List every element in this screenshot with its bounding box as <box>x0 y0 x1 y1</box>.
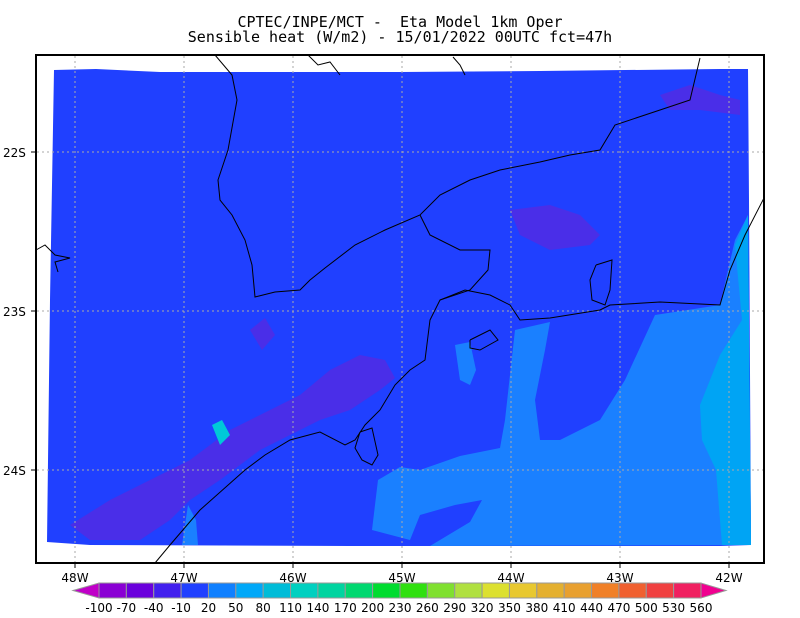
colorbar-level-label: 260 <box>416 601 439 615</box>
colorbar-level-label: 470 <box>607 601 630 615</box>
island <box>354 427 379 466</box>
colorbar-swatch <box>618 582 647 599</box>
colorbar-level-label: 110 <box>279 601 302 615</box>
field-low-patch <box>250 318 275 350</box>
colorbar-swatch <box>591 582 620 599</box>
field-mid-region <box>455 342 476 385</box>
colorbar-swatch <box>508 582 538 599</box>
colorbar-swatch <box>153 582 182 599</box>
lat-tick-label: 24S <box>3 464 26 478</box>
colorbar-swatch <box>235 582 264 599</box>
island <box>469 329 499 351</box>
lat-tick-label: 23S <box>3 305 26 319</box>
colorbar-level-label: 500 <box>635 601 658 615</box>
map-frame <box>35 54 765 564</box>
colorbar-level-label: 560 <box>690 601 713 615</box>
colorbar-level-label: 350 <box>498 601 521 615</box>
colorbar-swatch <box>317 582 346 599</box>
coastline <box>154 197 765 564</box>
colorbar-level-label: -10 <box>171 601 191 615</box>
field-low-patch <box>660 85 740 115</box>
lat-tick-label: 22S <box>3 146 26 160</box>
colorbar-swatch <box>454 582 483 599</box>
colorbar-level-label: 200 <box>361 601 384 615</box>
field-mid-region <box>372 215 751 546</box>
colorbar-level-label: 410 <box>553 601 576 615</box>
lon-tick-label: 48W <box>61 571 88 585</box>
colorbar-level-label: 440 <box>580 601 603 615</box>
colorbar-under-triangle <box>71 582 100 599</box>
colorbar-over-triangle <box>700 582 728 599</box>
field-low-patch <box>510 205 600 250</box>
sensible-heat-field <box>47 69 751 546</box>
colorbar-level-label: -100 <box>85 601 112 615</box>
colorbar-swatch <box>372 582 401 599</box>
grid-lines <box>37 56 763 562</box>
colorbar-swatch <box>673 582 702 599</box>
colorbar-swatch <box>98 582 127 599</box>
colorbar-level-label: 530 <box>662 601 685 615</box>
field-high-region <box>700 215 751 545</box>
colorbar-level-label: 50 <box>228 601 243 615</box>
colorbar-swatch <box>426 582 456 599</box>
colorbar-level-label: 320 <box>471 601 494 615</box>
colorbar-swatch <box>262 582 292 599</box>
state-border <box>419 214 491 301</box>
colorbar-swatch <box>207 582 237 599</box>
field-mid-region <box>182 505 198 545</box>
colorbar: -100 -70 -40 -10 20 50 80 110 140 170 200 230 260 290… <box>71 582 728 615</box>
state-border <box>35 244 71 273</box>
colorbar-level-label: 290 <box>443 601 466 615</box>
lon-tick-label: 46W <box>279 571 306 585</box>
colorbar-level-label: 380 <box>525 601 548 615</box>
state-border <box>452 56 466 76</box>
colorbar-swatch <box>290 582 319 599</box>
state-border <box>214 54 701 298</box>
state-border <box>307 54 341 76</box>
chart-title-line2: Sensible heat (W/m2) - 15/01/2022 00UTC … <box>187 28 613 46</box>
colorbar-swatch <box>481 582 510 599</box>
colorbar-level-label: 80 <box>256 601 271 615</box>
lon-tick-label: 42W <box>715 571 742 585</box>
lon-tick-label: 43W <box>606 571 633 585</box>
axis-ticks: 48W 47W 46W 45W 44W 43W 42W 22S 23S 24S <box>3 146 743 585</box>
colorbar-swatch <box>344 582 374 599</box>
lon-tick-label: 47W <box>170 571 197 585</box>
colorbar-swatch <box>399 582 428 599</box>
colorbar-level-label: -40 <box>144 601 164 615</box>
colorbar-swatch <box>125 582 155 599</box>
colorbar-level-label: -70 <box>117 601 137 615</box>
colorbar-swatch <box>645 582 675 599</box>
boundaries <box>35 54 765 564</box>
lagoon <box>589 259 613 306</box>
colorbar-swatch <box>536 582 565 599</box>
colorbar-swatch <box>563 582 593 599</box>
lon-tick-label: 45W <box>388 571 415 585</box>
colorbar-level-label: 140 <box>306 601 329 615</box>
colorbar-swatch <box>180 582 209 599</box>
field-low-patch <box>70 355 395 540</box>
colorbar-level-label: 20 <box>201 601 216 615</box>
chart-title-line1: CPTEC/INPE/MCT - Eta Model 1km Oper <box>237 13 563 31</box>
colorbar-level-label: 230 <box>389 601 412 615</box>
field-peak-patch <box>212 420 230 445</box>
lon-tick-label: 44W <box>497 571 524 585</box>
colorbar-level-label: 170 <box>334 601 357 615</box>
